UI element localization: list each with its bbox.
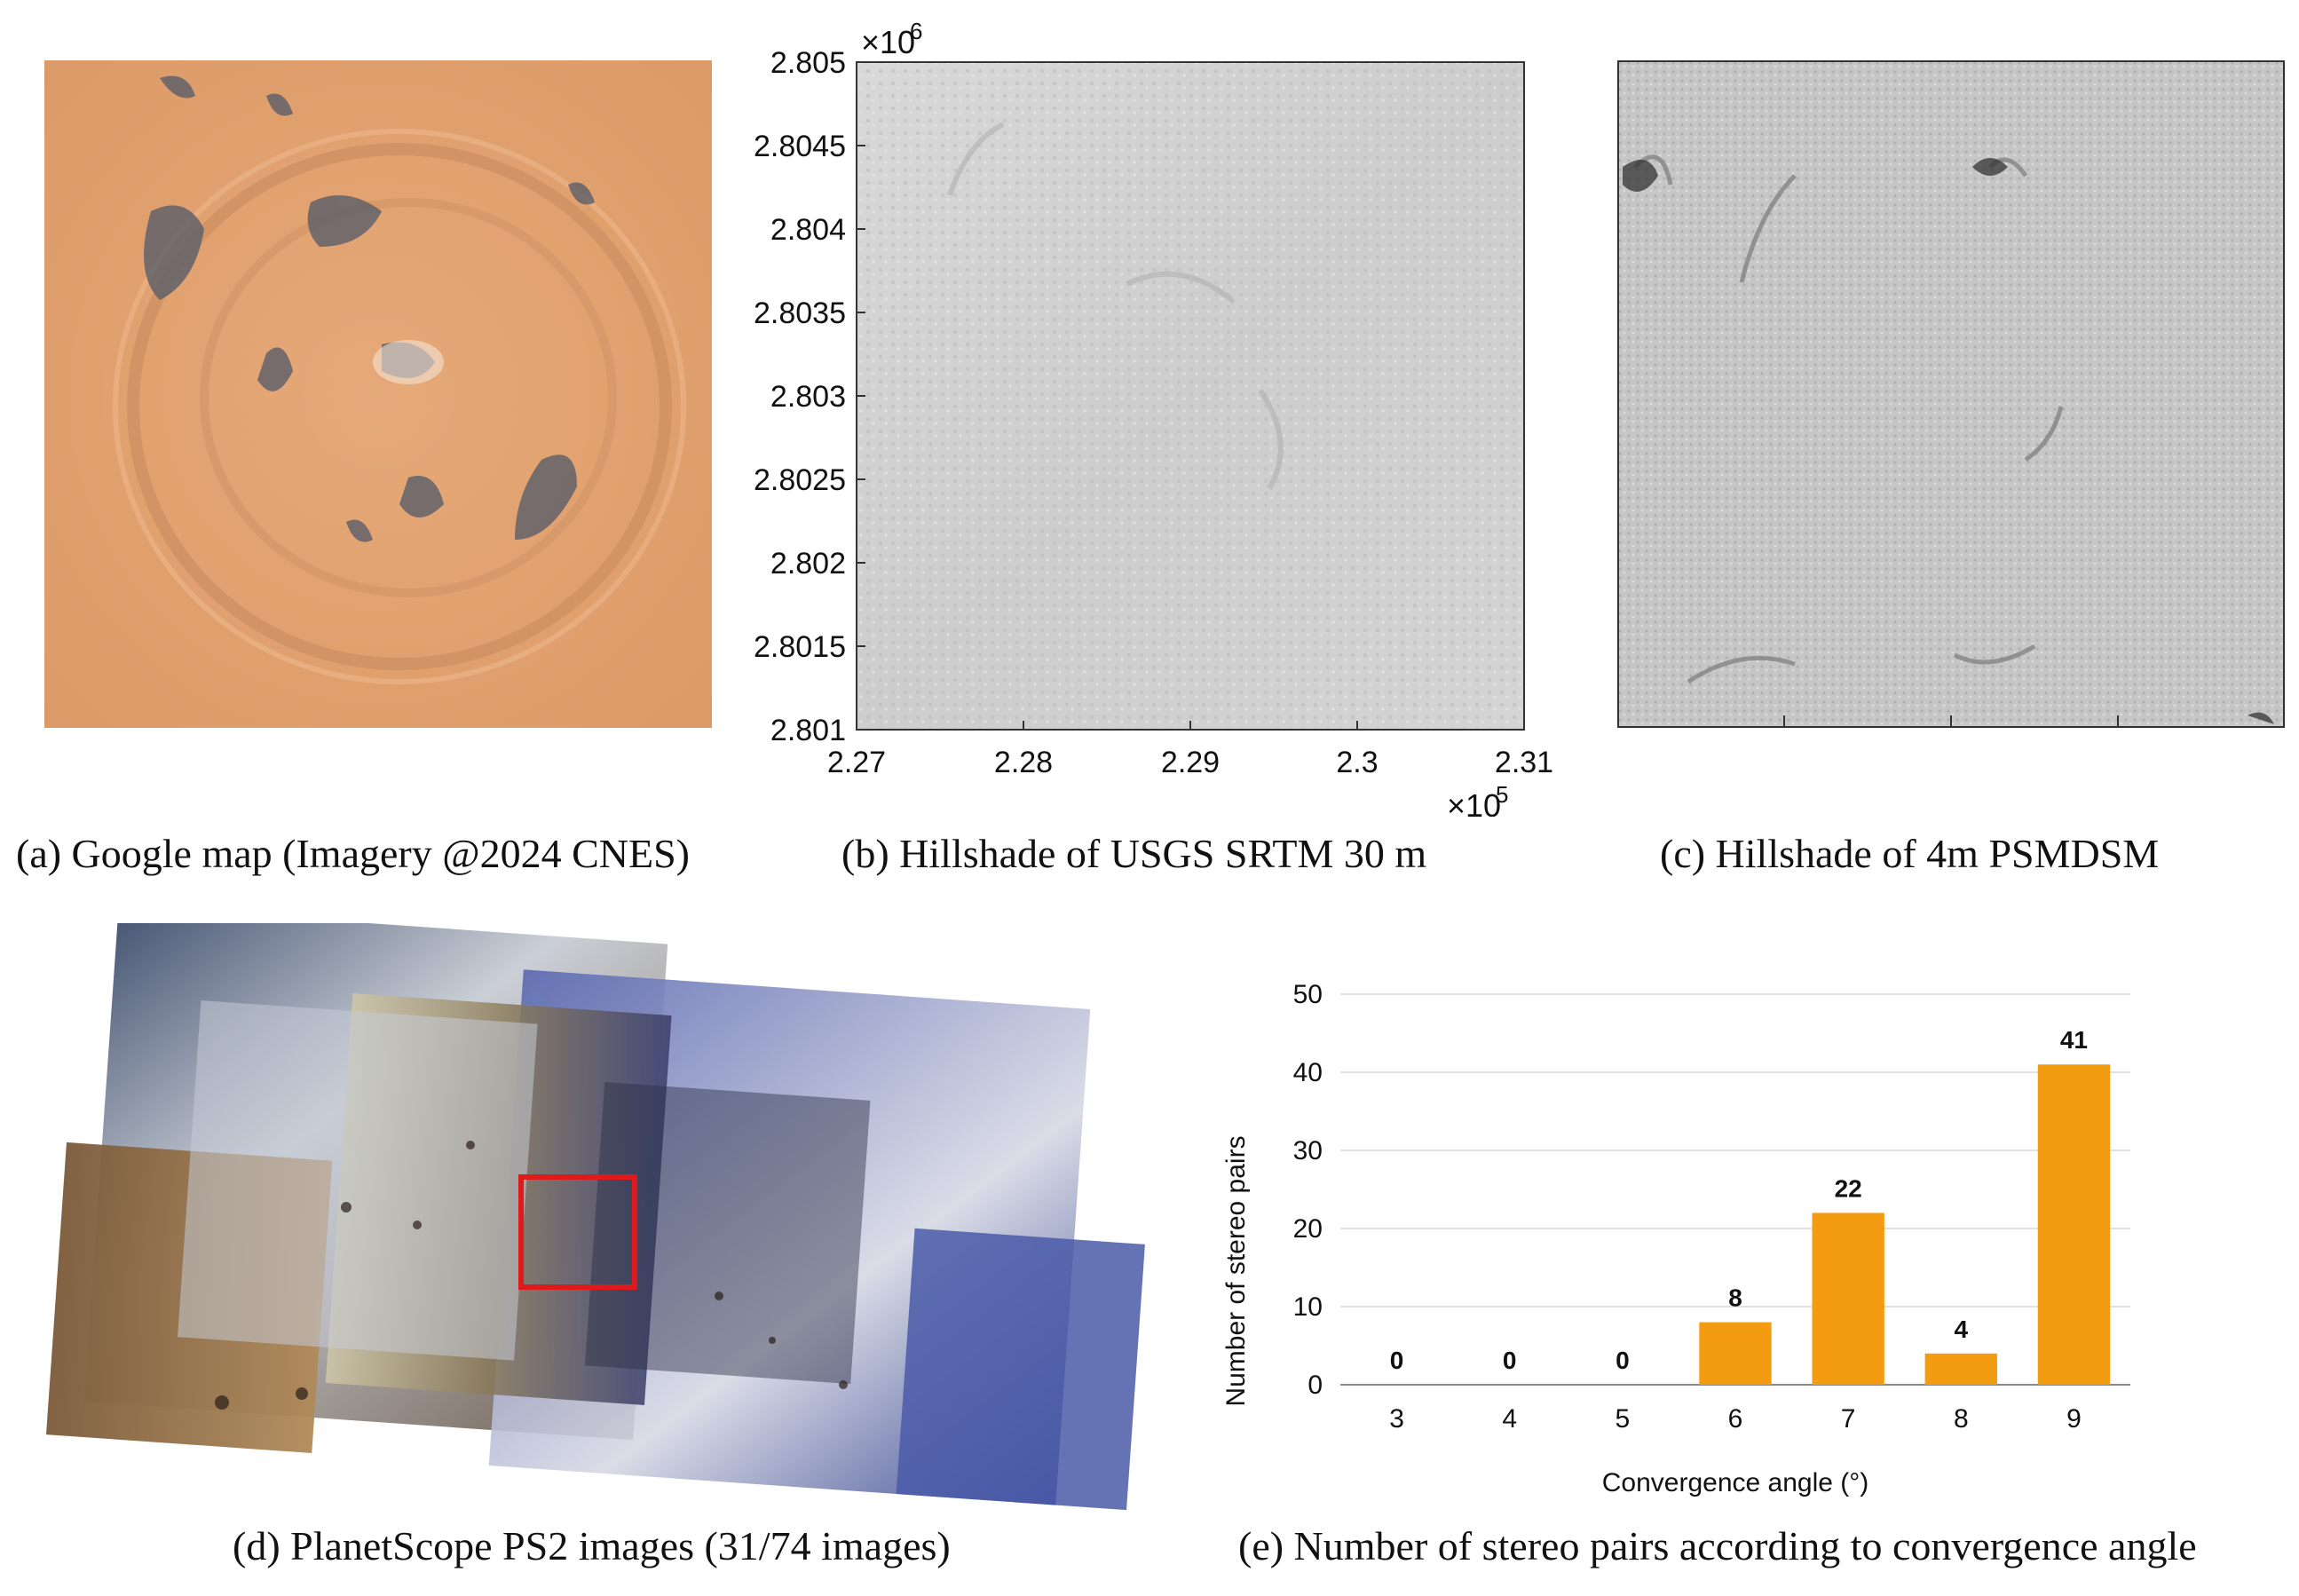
x-tick-label: 2.29 [1161,746,1220,779]
y-tick-label: 2.803 [770,380,846,414]
srtm-axes: 2.805 2.8045 2.804 2.8035 2.803 2.8025 2.802 2.… [754,18,1553,824]
panel-srtm-hillshade: 2.805 2.8045 2.804 2.8035 2.803 2.8025 2.802 2.… [728,18,1571,824]
y-tick-label: 30 [1293,1136,1323,1165]
caption-psmdsm: (c) Hillshade of 4m PSMDSM [1660,831,2160,876]
google-map-image [44,60,712,728]
y-tick-label: 2.801 [770,714,846,747]
bar-value-label: 0 [1503,1347,1517,1374]
x-exponent-base: ×10 [1447,787,1501,817]
caption-stereo-pairs: (e) Number of stereo pairs according to … [1238,1523,2197,1568]
region-highlight-box [518,1174,637,1290]
x-axis-label: Convergence angle (°) [1602,1468,1869,1497]
y-tick-label: 2.804 [770,213,846,247]
stereo-pairs-bar-chart: 0 0 0 8 22 4 41 0 10 20 30 40 50 3 4 5 6 7 8 9 Convergenc… [1221,980,2130,1497]
caption-google-map: (a) Google map (Imagery @2024 CNES) [16,831,690,876]
y-axis-label: Number of stereo pairs [1221,1135,1251,1406]
panel-google-map [44,60,712,728]
planetscope-image [45,905,1145,1511]
x-tick-label: 8 [1954,1404,1969,1434]
y-tick-label: 2.8045 [754,130,846,163]
x-tick-label: 2.31 [1495,746,1553,779]
y-tick-label: 2.802 [770,547,846,581]
x-tick-label: 4 [1502,1404,1517,1434]
y-tick-label: 2.8025 [754,463,846,497]
bar-value-label: 8 [1728,1284,1742,1312]
caption-planetscope: (d) PlanetScope PS2 images (31/74 images… [233,1523,951,1568]
x-tick-label: 5 [1616,1404,1631,1434]
bar-value-label: 22 [1835,1174,1862,1202]
panel-psmdsm-hillshade [1617,60,2285,728]
y-exponent-power: 6 [910,18,922,44]
bar-value-label: 41 [2060,1026,2088,1054]
x-exponent-power: 5 [1496,781,1508,808]
bar-angle-7 [1812,1213,1884,1385]
bar-angle-6 [1699,1322,1772,1385]
y-tick-label: 2.805 [770,46,846,80]
bar-value-label: 0 [1390,1347,1404,1374]
bar-angle-9 [2037,1064,2111,1385]
psmdsm-image [1617,60,2285,728]
x-tick-label: 2.27 [827,746,886,779]
bar-value-label: 4 [1954,1316,1968,1343]
x-tick-label: 6 [1728,1404,1743,1434]
y-tick-label: 20 [1293,1214,1323,1244]
x-tick-label: 7 [1841,1404,1856,1434]
y-tick-label: 2.8015 [754,630,846,664]
bar-angle-8 [1924,1353,1997,1385]
x-tick-label: 9 [2066,1404,2082,1434]
y-tick-label: 50 [1293,980,1323,1009]
x-tick-label: 3 [1389,1404,1404,1434]
caption-srtm: (b) Hillshade of USGS SRTM 30 m [841,831,1427,876]
y-exponent-base: ×10 [861,24,915,60]
y-tick-label: 10 [1293,1292,1323,1322]
y-tick-label: 2.8035 [754,296,846,330]
y-tick-label: 40 [1293,1058,1323,1087]
bar-value-label: 0 [1616,1347,1630,1374]
panel-planetscope-mosaic [44,905,1181,1527]
x-tick-label: 2.28 [994,746,1053,779]
panel-stereo-pairs-chart: 0 0 0 8 22 4 41 0 10 20 30 40 50 3 4 5 6 7 8 9 Convergenc… [1207,959,2290,1527]
y-tick-label: 0 [1308,1371,1323,1400]
x-tick-label: 2.3 [1336,746,1378,779]
